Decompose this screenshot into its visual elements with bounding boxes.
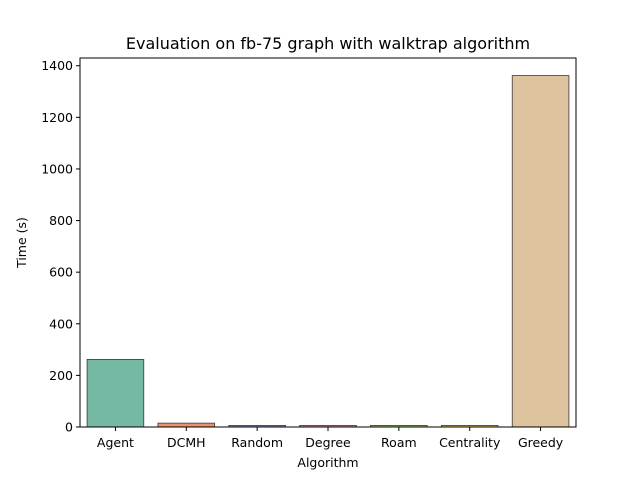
bar-greedy xyxy=(511,75,570,428)
y-tick-label: 800 xyxy=(49,213,73,228)
bars-group xyxy=(86,75,570,428)
x-tick-label: Roam xyxy=(381,435,417,450)
y-tick-label: 1000 xyxy=(41,161,73,176)
y-tick-label: 200 xyxy=(49,368,73,383)
x-tick-label: Greedy xyxy=(518,435,564,450)
x-tick-label: Degree xyxy=(305,435,351,450)
x-tick-label: Random xyxy=(231,435,283,450)
x-axis-label: Algorithm xyxy=(297,455,358,470)
x-tick-label: Centrality xyxy=(439,435,501,450)
x-tick-label: DCMH xyxy=(167,435,206,450)
y-tick-label: 1200 xyxy=(41,110,73,125)
x-tick-label: Agent xyxy=(97,435,134,450)
x-axis: Agent DCMH Random Degree Roam Centrality Greed… xyxy=(97,427,564,450)
bar-dcmh xyxy=(157,422,216,428)
y-tick-label: 1400 xyxy=(41,58,73,73)
y-tick-label: 400 xyxy=(49,316,73,331)
bar-agent xyxy=(86,358,145,428)
y-axis-label: Time (s) xyxy=(14,217,29,269)
plot-frame xyxy=(79,57,577,428)
y-tick-label: 600 xyxy=(49,265,73,280)
y-tick-label: 0 xyxy=(65,420,73,435)
chart-title: Evaluation on fb-75 graph with walktrap … xyxy=(126,34,530,53)
y-axis: 0 200 400 600 800 1000 1200 1400 xyxy=(41,58,80,435)
